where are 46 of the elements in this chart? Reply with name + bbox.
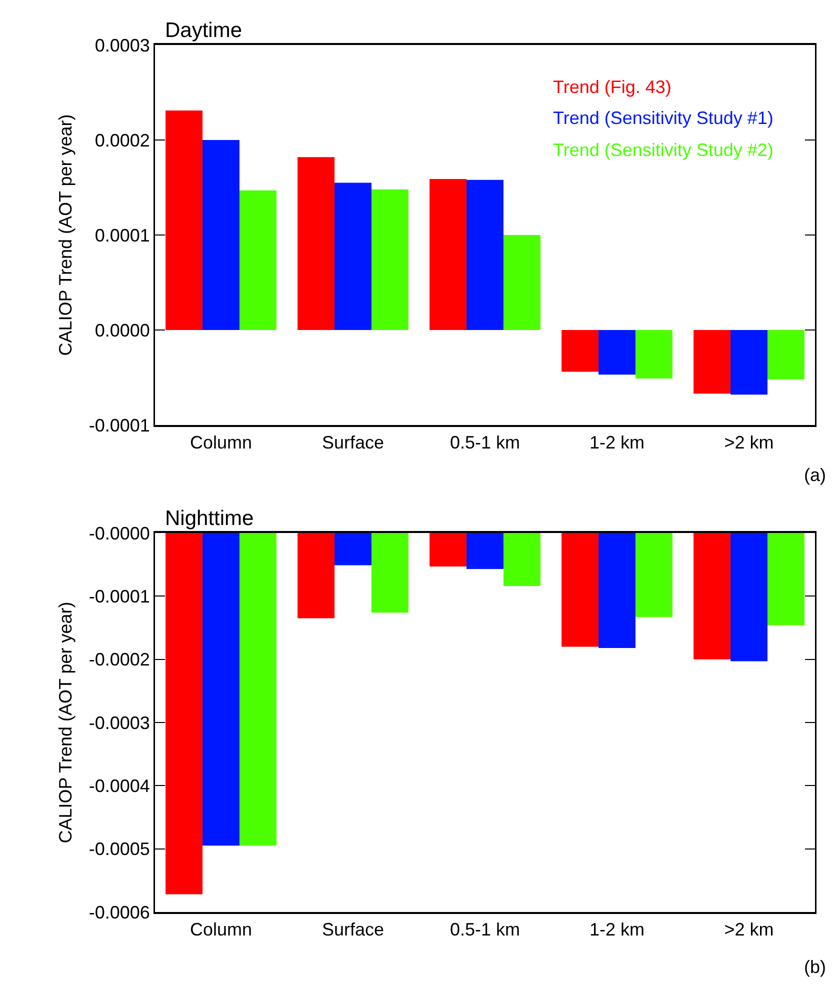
bar (298, 157, 335, 330)
bar (694, 330, 731, 394)
y-tick-label: -0.0004 (88, 776, 150, 796)
bar (730, 330, 768, 395)
chart-title: Daytime (165, 19, 242, 42)
y-tick-label: -0.0000 (88, 523, 150, 544)
x-tick-label: 1-2 km (589, 432, 645, 453)
y-tick-label: -0.0003 (88, 712, 150, 733)
bar (466, 180, 504, 330)
bar (767, 330, 804, 380)
x-tick-label: 0.5-1 km (450, 432, 520, 453)
x-tick-label: >2 km (724, 432, 774, 453)
bar (430, 178, 467, 330)
bar (166, 110, 203, 330)
y-axis-title: CALIOP Trend (AOT per year) (55, 602, 76, 844)
y-tick-label: -0.0001 (88, 415, 150, 436)
y-tick-label: -0.0002 (88, 650, 150, 670)
text: Trend (Sensitivity Study #1) (553, 108, 774, 128)
bar (334, 182, 372, 330)
y-tick-label: -0.0006 (88, 902, 150, 922)
y-tick-label: 0.0000 (94, 320, 150, 340)
bar (503, 235, 540, 330)
bar (239, 190, 276, 330)
y-tick-label: 0.0001 (94, 225, 150, 246)
bar (635, 330, 672, 378)
text: Trend (Fig. 43) (553, 77, 672, 97)
x-tick-label: 0.5-1 km (450, 920, 520, 940)
bar (562, 330, 599, 372)
x-tick-label: Column (190, 432, 252, 453)
y-tick-label: -0.0001 (88, 586, 150, 606)
y-tick-label: 0.0003 (94, 35, 150, 56)
x-tick-label: >2 km (724, 920, 774, 940)
text: Trend (Sensitivity Study #2) (553, 140, 774, 160)
x-tick-label: 1-2 km (589, 920, 645, 940)
x-tick-label: Surface (322, 432, 384, 453)
bar (598, 330, 636, 375)
y-axis-title: CALIOP Trend (AOT per year) (55, 114, 76, 356)
y-tick-label: 0.0002 (94, 130, 150, 150)
text: (a) (804, 465, 826, 485)
text: (b) (804, 957, 826, 977)
bar (202, 140, 240, 330)
y-tick-label: -0.0005 (88, 839, 150, 860)
x-tick-label: Surface (322, 920, 384, 940)
x-tick-label: Column (190, 920, 252, 940)
bar (371, 189, 408, 330)
chart-title: Nighttime (165, 507, 254, 530)
